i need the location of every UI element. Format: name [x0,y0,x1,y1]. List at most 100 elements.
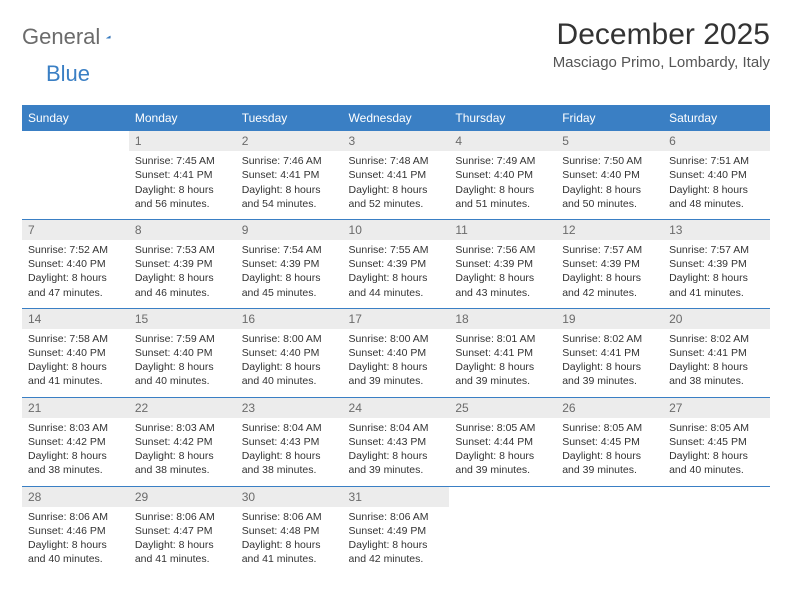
sunrise-text: Sunrise: 7:57 AM [669,243,764,257]
sunset-text: Sunset: 4:43 PM [349,435,444,449]
day-number: 13 [663,220,770,240]
calendar-row: 1Sunrise: 7:45 AMSunset: 4:41 PMDaylight… [22,131,770,219]
day-number: 1 [129,131,236,151]
day-number: 12 [556,220,663,240]
daylight-text: Daylight: 8 hours and 40 minutes. [669,449,764,477]
sunset-text: Sunset: 4:41 PM [349,168,444,182]
sunset-text: Sunset: 4:40 PM [28,257,123,271]
sunset-text: Sunset: 4:44 PM [455,435,550,449]
daylight-text: Daylight: 8 hours and 38 minutes. [242,449,337,477]
sunrise-text: Sunrise: 8:02 AM [669,332,764,346]
calendar-cell: 25Sunrise: 8:05 AMSunset: 4:44 PMDayligh… [449,397,556,486]
day-number: 2 [236,131,343,151]
calendar-cell: 22Sunrise: 8:03 AMSunset: 4:42 PMDayligh… [129,397,236,486]
calendar-cell: 24Sunrise: 8:04 AMSunset: 4:43 PMDayligh… [343,397,450,486]
daylight-text: Daylight: 8 hours and 39 minutes. [349,360,444,388]
day-number: 4 [449,131,556,151]
sunrise-text: Sunrise: 7:55 AM [349,243,444,257]
calendar-cell: 14 Sunrise: 7:58 AMSunset: 4:40 PMDayligh… [22,308,129,397]
daylight-text: Daylight: 8 hours and 45 minutes. [242,271,337,299]
daylight-text: Daylight: 8 hours and 41 minutes. [242,538,337,566]
day-number: 18 [449,309,556,329]
sunrise-text: Sunrise: 8:06 AM [28,510,123,524]
calendar-row: 14Sunrise: 7:58 AMSunset: 4:40 PMDayligh… [22,308,770,397]
daylight-text: Daylight: 8 hours and 40 minutes. [28,538,123,566]
sunrise-text: Sunrise: 7:45 AM [135,154,230,168]
calendar-cell: 30Sunrise: 8:06 AMSunset: 4:48 PMDayligh… [236,486,343,574]
day-number: 30 [236,487,343,507]
sunset-text: Sunset: 4:39 PM [562,257,657,271]
day-number: 16 [236,309,343,329]
sunset-text: Sunset: 4:48 PM [242,524,337,538]
calendar-cell: 26Sunrise: 8:05 AMSunset: 4:45 PMDayligh… [556,397,663,486]
weekday-header: Saturday [663,105,770,131]
sunrise-text: Sunrise: 7:53 AM [135,243,230,257]
sunset-text: Sunset: 4:40 PM [135,346,230,360]
sunset-text: Sunset: 4:43 PM [242,435,337,449]
calendar-cell: 12Sunrise: 7:57 AMSunset: 4:39 PMDayligh… [556,219,663,308]
sunrise-text: Sunrise: 8:04 AM [349,421,444,435]
sunrise-text: Sunrise: 8:02 AM [562,332,657,346]
calendar-cell: 16Sunrise: 8:00 AMSunset: 4:40 PMDayligh… [236,308,343,397]
weekday-header-row: Sunday Monday Tuesday Wednesday Thursday… [22,105,770,131]
sunset-text: Sunset: 4:40 PM [349,346,444,360]
sunset-text: Sunset: 4:45 PM [562,435,657,449]
sunset-text: Sunset: 4:42 PM [28,435,123,449]
daylight-text: Daylight: 8 hours and 41 minutes. [135,538,230,566]
sunrise-text: Sunrise: 7:49 AM [455,154,550,168]
daylight-text: Daylight: 8 hours and 39 minutes. [349,449,444,477]
sunset-text: Sunset: 4:42 PM [135,435,230,449]
daylight-text: Daylight: 8 hours and 41 minutes. [28,360,123,388]
day-number: 10 [343,220,450,240]
sunset-text: Sunset: 4:40 PM [455,168,550,182]
daylight-text: Daylight: 8 hours and 39 minutes. [455,449,550,477]
day-number: 5 [556,131,663,151]
day-number: 14 [22,309,129,329]
calendar-cell: 19Sunrise: 8:02 AMSunset: 4:41 PMDayligh… [556,308,663,397]
daylight-text: Daylight: 8 hours and 52 minutes. [349,183,444,211]
sunset-text: Sunset: 4:47 PM [135,524,230,538]
calendar-row: 21Sunrise: 8:03 AMSunset: 4:42 PMDayligh… [22,397,770,486]
daylight-text: Daylight: 8 hours and 39 minutes. [455,360,550,388]
daylight-text: Daylight: 8 hours and 44 minutes. [349,271,444,299]
sunset-text: Sunset: 4:40 PM [28,346,123,360]
daylight-text: Daylight: 8 hours and 42 minutes. [562,271,657,299]
day-number: 19 [556,309,663,329]
calendar-cell: 17Sunrise: 8:00 AMSunset: 4:40 PMDayligh… [343,308,450,397]
sunrise-text: Sunrise: 7:56 AM [455,243,550,257]
calendar-cell: 10Sunrise: 7:55 AMSunset: 4:39 PMDayligh… [343,219,450,308]
day-number: 8 [129,220,236,240]
logo-triangle-icon [106,28,111,46]
sunrise-text: Sunrise: 7:58 AM [28,332,123,346]
calendar-cell: 15Sunrise: 7:59 AMSunset: 4:40 PMDayligh… [129,308,236,397]
daylight-text: Daylight: 8 hours and 42 minutes. [349,538,444,566]
daylight-text: Daylight: 8 hours and 38 minutes. [28,449,123,477]
calendar-cell [663,486,770,574]
weekday-header: Friday [556,105,663,131]
calendar-cell: 21Sunrise: 8:03 AMSunset: 4:42 PMDayligh… [22,397,129,486]
daylight-text: Daylight: 8 hours and 47 minutes. [28,271,123,299]
sunset-text: Sunset: 4:39 PM [242,257,337,271]
sunrise-text: Sunrise: 7:51 AM [669,154,764,168]
weekday-header: Wednesday [343,105,450,131]
day-number: 15 [129,309,236,329]
sunset-text: Sunset: 4:45 PM [669,435,764,449]
sunrise-text: Sunrise: 8:06 AM [135,510,230,524]
sunset-text: Sunset: 4:39 PM [135,257,230,271]
daylight-text: Daylight: 8 hours and 41 minutes. [669,271,764,299]
day-number: 29 [129,487,236,507]
sunrise-text: Sunrise: 8:00 AM [349,332,444,346]
calendar-cell: 9Sunrise: 7:54 AMSunset: 4:39 PMDaylight… [236,219,343,308]
sunrise-text: Sunrise: 7:48 AM [349,154,444,168]
daylight-text: Daylight: 8 hours and 56 minutes. [135,183,230,211]
day-number: 20 [663,309,770,329]
logo: General [22,18,134,50]
sunrise-text: Sunrise: 7:54 AM [242,243,337,257]
day-number: 6 [663,131,770,151]
sunrise-text: Sunrise: 8:05 AM [669,421,764,435]
sunrise-text: Sunrise: 7:52 AM [28,243,123,257]
calendar-cell: 29 Sunrise: 8:06 AMSunset: 4:47 PMDayligh… [129,486,236,574]
logo-word1: General [22,24,100,50]
calendar-cell [556,486,663,574]
weekday-header: Thursday [449,105,556,131]
